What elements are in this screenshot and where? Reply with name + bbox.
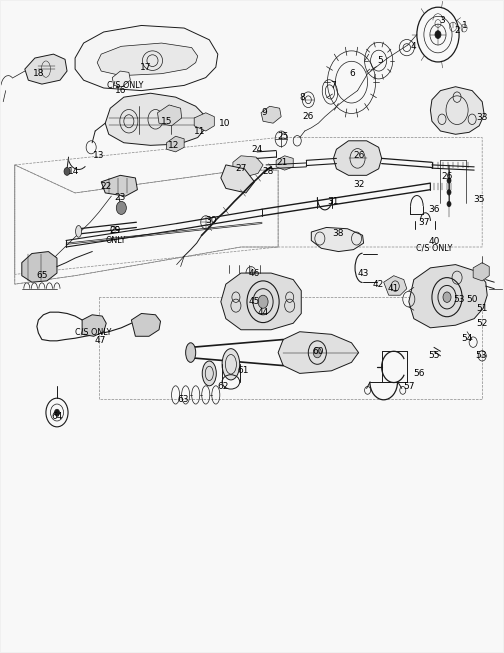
Text: 36: 36 — [428, 204, 439, 214]
Polygon shape — [276, 156, 293, 170]
Text: 2: 2 — [454, 25, 460, 35]
Text: 44: 44 — [258, 308, 269, 317]
Text: 26: 26 — [442, 172, 453, 181]
Text: C/S ONLY: C/S ONLY — [107, 81, 144, 90]
Text: 41: 41 — [388, 284, 400, 293]
Text: 65: 65 — [36, 271, 48, 280]
Text: 10: 10 — [219, 119, 230, 128]
Text: 16: 16 — [114, 86, 126, 95]
Text: 28: 28 — [263, 167, 274, 176]
Polygon shape — [22, 251, 57, 282]
Text: 62: 62 — [217, 382, 228, 391]
Text: 56: 56 — [413, 369, 424, 378]
Text: 25: 25 — [278, 132, 289, 141]
Text: 9: 9 — [262, 108, 268, 118]
Text: 33: 33 — [476, 114, 488, 123]
Text: 29: 29 — [109, 225, 121, 234]
Text: 22: 22 — [101, 182, 112, 191]
Circle shape — [443, 292, 451, 302]
Text: 17: 17 — [140, 63, 151, 72]
Text: 23: 23 — [114, 193, 126, 202]
Polygon shape — [97, 43, 198, 76]
Text: 6: 6 — [350, 69, 355, 78]
Polygon shape — [194, 113, 214, 131]
Text: 7: 7 — [331, 81, 336, 90]
Text: 35: 35 — [473, 195, 485, 204]
Text: 52: 52 — [476, 319, 488, 328]
Text: 21: 21 — [277, 158, 288, 167]
Text: 54: 54 — [462, 334, 473, 343]
Text: 8: 8 — [299, 93, 305, 102]
Polygon shape — [158, 105, 181, 126]
Polygon shape — [82, 315, 106, 336]
Circle shape — [447, 189, 451, 195]
Text: 4: 4 — [411, 42, 417, 51]
Text: 55: 55 — [428, 351, 439, 360]
Text: C/S ONLY: C/S ONLY — [76, 327, 112, 336]
Text: 32: 32 — [353, 180, 364, 189]
Text: 57: 57 — [403, 382, 415, 391]
Text: 40: 40 — [428, 237, 439, 246]
Text: 26: 26 — [302, 112, 314, 121]
Polygon shape — [334, 141, 382, 175]
Ellipse shape — [222, 349, 240, 380]
Polygon shape — [101, 175, 138, 196]
Text: 45: 45 — [249, 297, 260, 306]
Polygon shape — [233, 156, 263, 176]
Text: C/S ONLY: C/S ONLY — [416, 244, 452, 253]
Polygon shape — [261, 106, 281, 123]
Text: 11: 11 — [194, 127, 205, 136]
Circle shape — [54, 409, 59, 416]
Polygon shape — [112, 71, 131, 87]
Text: 42: 42 — [373, 279, 384, 289]
Text: 27: 27 — [235, 165, 246, 173]
Text: 18: 18 — [33, 69, 44, 78]
Polygon shape — [75, 25, 218, 91]
Circle shape — [447, 178, 451, 183]
Text: 1: 1 — [462, 21, 468, 30]
Text: 12: 12 — [168, 141, 180, 150]
Circle shape — [64, 168, 70, 175]
Text: 3: 3 — [439, 16, 445, 25]
Text: 30: 30 — [205, 216, 217, 225]
Polygon shape — [278, 332, 358, 374]
Circle shape — [258, 295, 268, 308]
Text: 24: 24 — [251, 145, 263, 153]
Polygon shape — [221, 273, 301, 330]
Text: 13: 13 — [93, 151, 104, 160]
Polygon shape — [25, 54, 67, 84]
Polygon shape — [166, 136, 184, 152]
Text: 50: 50 — [466, 295, 478, 304]
Polygon shape — [409, 264, 487, 328]
Text: 43: 43 — [358, 268, 369, 278]
Text: 53: 53 — [453, 295, 465, 304]
Text: 37: 37 — [418, 217, 429, 227]
Polygon shape — [473, 263, 489, 281]
Polygon shape — [105, 93, 206, 146]
Text: 14: 14 — [68, 167, 79, 176]
Text: 63: 63 — [177, 395, 188, 404]
Ellipse shape — [185, 343, 196, 362]
Polygon shape — [430, 87, 484, 135]
Text: 38: 38 — [333, 229, 344, 238]
Text: 53: 53 — [475, 351, 486, 360]
Polygon shape — [221, 165, 255, 193]
Text: 15: 15 — [161, 117, 172, 126]
Text: CS
ONLY: CS ONLY — [105, 226, 125, 245]
Text: 61: 61 — [237, 366, 248, 375]
Circle shape — [447, 201, 451, 206]
Circle shape — [435, 31, 441, 39]
Text: 51: 51 — [476, 304, 488, 313]
Polygon shape — [384, 276, 407, 295]
Text: 5: 5 — [377, 56, 383, 65]
Circle shape — [313, 347, 322, 358]
Text: 31: 31 — [328, 197, 339, 206]
Text: 64: 64 — [51, 412, 62, 421]
Text: 47: 47 — [95, 336, 106, 345]
Text: 46: 46 — [249, 268, 260, 278]
Polygon shape — [311, 227, 363, 251]
Ellipse shape — [202, 361, 216, 386]
Polygon shape — [132, 313, 161, 336]
Ellipse shape — [76, 225, 82, 237]
